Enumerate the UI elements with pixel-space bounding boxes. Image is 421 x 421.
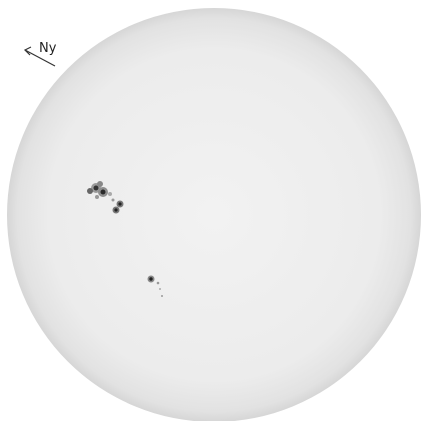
- sunspot-group-3: [147, 275, 163, 297]
- direction-label: Ny: [39, 41, 57, 56]
- sunspot-group-1: [87, 181, 112, 199]
- sunspot-group-2: [111, 198, 124, 214]
- arrow-head: [23, 46, 32, 56]
- direction-indicator: Ny: [23, 41, 57, 67]
- direction-arrow: [24, 49, 56, 67]
- solar-disk: [7, 8, 421, 421]
